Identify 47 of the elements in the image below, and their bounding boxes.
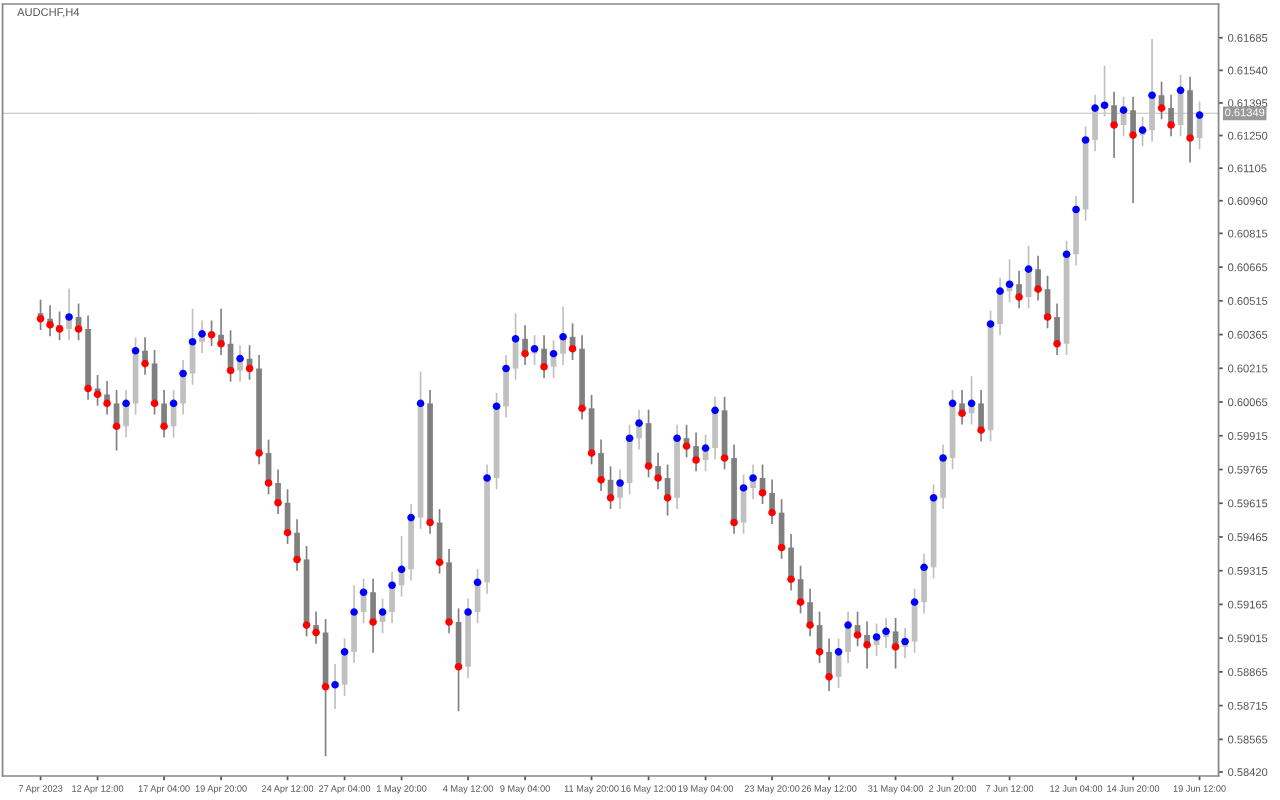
y-tick-label: 0.60815 — [1228, 229, 1268, 238]
x-tick-label: 19 May 04:00 — [678, 785, 733, 794]
x-tick-label: 19 Jun 12:00 — [1173, 785, 1226, 792]
y-tick-label: 0.60515 — [1228, 297, 1268, 305]
y-tick-label: 0.58715 — [1228, 701, 1268, 710]
x-tick-label: 12 Apr 12:00 — [72, 785, 124, 794]
x-tick-label: 17 Apr 04:00 — [138, 785, 190, 794]
x-tick-label: 26 May 12:00 — [801, 785, 857, 794]
y-tick-label: 0.60960 — [1228, 197, 1268, 205]
chart-title: AUDCHF,H4 — [17, 8, 80, 18]
x-tick-label: 24 Apr 12:00 — [262, 785, 314, 794]
y-tick-label: 0.61395 — [1228, 99, 1268, 108]
x-tick-label: 1 May 20:00 — [377, 785, 427, 794]
x-tick-label: 4 May 12:00 — [443, 785, 493, 794]
y-tick-label: 0.59315 — [1228, 566, 1268, 575]
x-tick-label: 7 Jun 12:00 — [986, 785, 1034, 792]
x-tick-label: 2 Jun 20:00 — [929, 785, 977, 792]
x-tick-label: 19 Apr 20:00 — [195, 785, 247, 794]
y-tick-label: 0.59915 — [1228, 432, 1268, 440]
x-tick-label: 7 Apr 2023 — [18, 785, 63, 794]
x-tick-label: 12 Jun 04:00 — [1050, 785, 1103, 792]
x-tick-label: 11 May 20:00 — [564, 785, 619, 794]
y-tick-label: 0.61250 — [1228, 131, 1268, 140]
y-tick-label: 0.61105 — [1228, 164, 1267, 173]
y-tick-label: 0.61540 — [1228, 66, 1268, 75]
ref-line-label: 0.61349 — [1225, 108, 1265, 117]
y-tick-label: 0.59465 — [1228, 533, 1268, 542]
x-tick-label: 14 Jun 20:00 — [1107, 785, 1160, 792]
y-tick-label: 0.60665 — [1228, 263, 1268, 272]
y-tick-label: 0.58420 — [1228, 768, 1268, 777]
y-tick-label: 0.59165 — [1228, 600, 1268, 609]
y-tick-label: 0.59615 — [1228, 499, 1268, 508]
x-tick-label: 9 May 04:00 — [500, 785, 550, 794]
x-tick-label: 16 May 12:00 — [621, 785, 676, 794]
y-tick-label: 0.58865 — [1228, 668, 1268, 677]
y-tick-label: 0.60365 — [1228, 330, 1268, 339]
y-tick-label: 0.59765 — [1228, 465, 1268, 474]
candlestick — [807, 587, 813, 638]
y-tick-label: 0.60065 — [1228, 398, 1268, 407]
x-tick-label: 27 Apr 04:00 — [319, 785, 371, 794]
candlestick — [161, 389, 167, 439]
y-tick-label: 0.61685 — [1228, 34, 1268, 42]
x-tick-label: 23 May 20:00 — [744, 785, 800, 794]
y-tick-label: 0.60215 — [1228, 364, 1268, 373]
y-tick-label: 0.59015 — [1228, 634, 1268, 643]
x-tick-label: 31 May 04:00 — [868, 785, 923, 794]
y-tick-label: 0.58565 — [1228, 735, 1268, 744]
